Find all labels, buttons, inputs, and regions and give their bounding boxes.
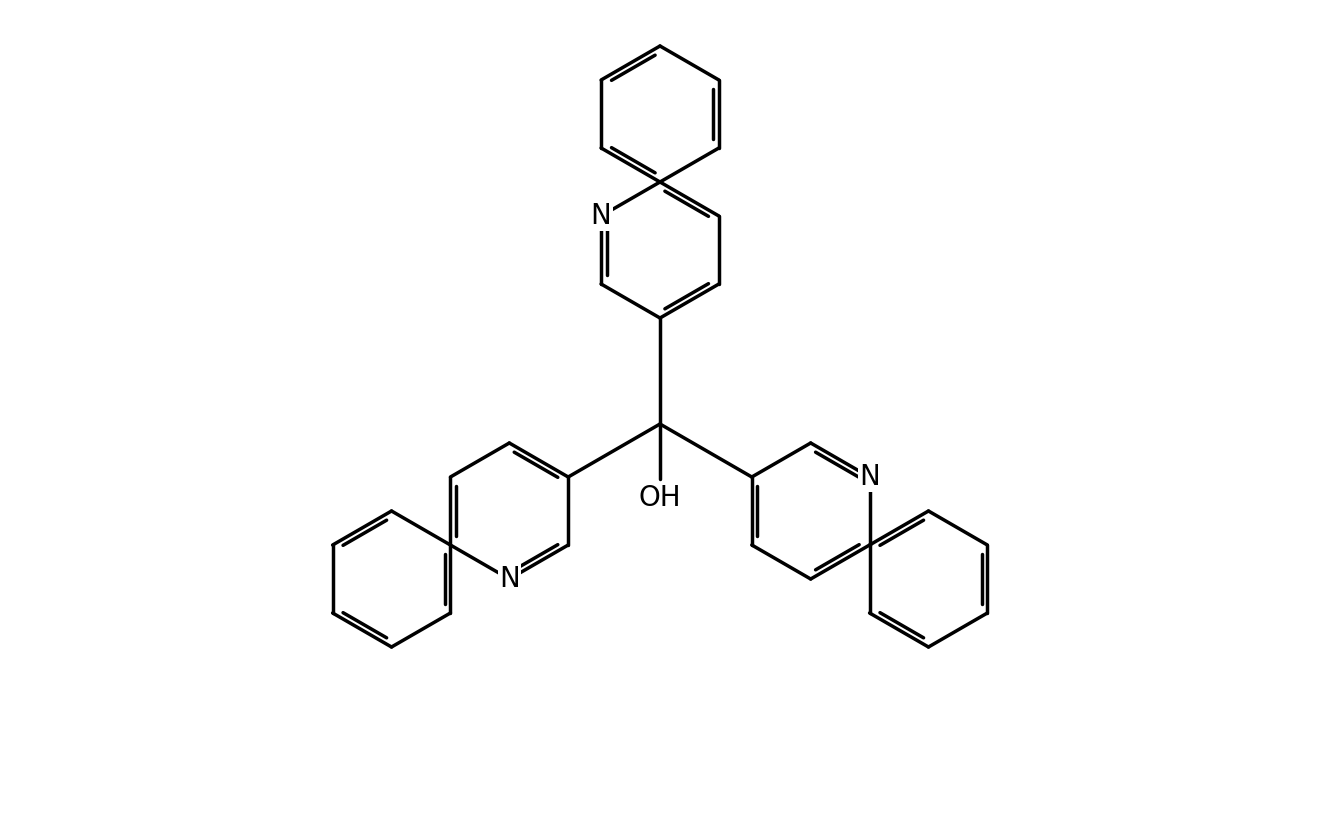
Text: N: N: [499, 565, 520, 593]
Text: OH: OH: [639, 484, 681, 512]
Text: N: N: [859, 463, 880, 491]
Text: N: N: [591, 202, 611, 230]
